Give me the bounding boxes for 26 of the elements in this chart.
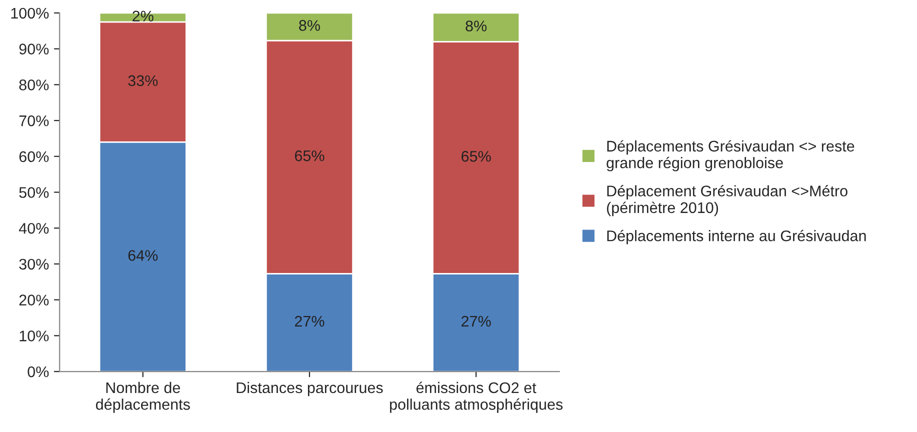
data-label: 65% <box>462 150 491 162</box>
y-tick-label: 0% <box>28 366 49 378</box>
data-label: 8% <box>299 20 320 31</box>
y-tick-label: 70% <box>19 115 49 126</box>
legend-label: Déplacements interne au Grésivaudan <box>607 230 866 244</box>
data-label: 2% <box>132 10 154 22</box>
x-tick-label: émissions CO2 et polluants atmosphériques <box>390 382 563 413</box>
y-tick-label: 20% <box>19 294 49 306</box>
data-label: 64% <box>128 250 158 261</box>
legend-label: Déplacements Grésivaudan <> reste grande région grenobloise <box>606 140 854 172</box>
data-label: 27% <box>462 316 491 327</box>
data-label: 8% <box>466 20 487 32</box>
y-tick-label: 60% <box>19 151 49 162</box>
y-tick-label: 100% <box>11 8 49 19</box>
data-label: 33% <box>128 75 158 86</box>
y-tick-label: 80% <box>19 80 49 90</box>
data-label: 27% <box>294 316 324 327</box>
x-tick-label: Nombre de déplacements <box>96 382 190 413</box>
y-tick-label: 40% <box>18 222 49 234</box>
x-tick-label: Distances parcourues <box>236 382 383 396</box>
y-tick-label: 10% <box>20 330 49 342</box>
y-tick-label: 50% <box>19 187 49 198</box>
y-tick-label: 30% <box>19 258 49 270</box>
data-label: 65% <box>294 150 324 162</box>
y-tick-label: 90% <box>19 44 49 54</box>
legend-label: Déplacement Grésivaudan <>Métro (périmètre 2010) <box>606 185 848 216</box>
